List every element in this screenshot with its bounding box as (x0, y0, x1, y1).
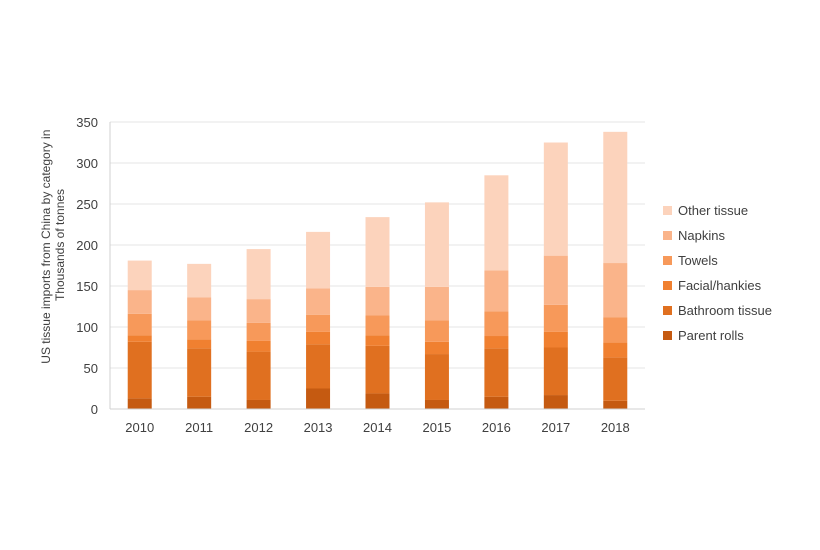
bar-segment (187, 348, 212, 397)
y-tick-label: 0 (91, 402, 98, 417)
bar-segment (424, 354, 449, 400)
legend-swatch (663, 331, 672, 340)
x-tick-label: 2016 (482, 420, 511, 435)
legend-swatch (663, 231, 672, 240)
bar-segment (424, 320, 449, 342)
bar-segment (127, 260, 152, 291)
bar-segment (306, 331, 331, 345)
bar-segment (187, 297, 212, 321)
bar-segment (246, 351, 271, 400)
legend-swatch (663, 206, 672, 215)
y-tick-label: 350 (76, 115, 98, 130)
y-tick-label: 200 (76, 238, 98, 253)
bar-segment (246, 399, 271, 409)
y-tick-label: 150 (76, 279, 98, 294)
bar-segment (603, 357, 628, 401)
bar-segment (543, 347, 568, 396)
bar-segment (424, 399, 449, 409)
bar-segment (543, 395, 568, 409)
bar-segment (603, 342, 628, 358)
bar-segment (543, 331, 568, 348)
y-axis-label-line-1: US tissue imports from China by category… (39, 130, 53, 364)
bar-segment (484, 348, 509, 397)
bar-segment (365, 345, 390, 394)
bar-segment (127, 341, 152, 399)
bar-segment (484, 270, 509, 312)
bar-segment (246, 340, 271, 352)
x-tick-label: 2018 (601, 420, 630, 435)
bar-segment (365, 217, 390, 287)
x-tick-label: 2017 (541, 420, 570, 435)
x-tick-label: 2014 (363, 420, 392, 435)
x-tick-label: 2011 (185, 420, 213, 435)
bar-segment (187, 396, 212, 409)
bar-segment (127, 398, 152, 409)
bar-segment (543, 304, 568, 332)
bar-segment (603, 400, 628, 409)
bar-segment (365, 315, 390, 336)
bar-segment (603, 263, 628, 318)
axes (109, 122, 645, 410)
bar-segment (306, 288, 331, 315)
legend-label: Parent rolls (678, 328, 744, 343)
bar-segment (246, 249, 271, 300)
bar-segment (543, 142, 568, 256)
x-tick-label: 2012 (244, 420, 273, 435)
bar-segment (603, 131, 628, 264)
legend-label: Bathroom tissue (678, 303, 772, 318)
y-tick-label: 250 (76, 197, 98, 212)
x-tick-label: 2010 (125, 420, 154, 435)
bar-segment (306, 344, 331, 389)
y-tick-label: 300 (76, 156, 98, 171)
legend-swatch (663, 281, 672, 290)
x-tick-labels: 2010 2011 2012 2013 2014 2015 2016 2017 2018 (125, 420, 629, 435)
bar-segment (306, 388, 331, 409)
y-axis-label-line-2: Thousands of tonnes (53, 189, 67, 301)
bar-segment (187, 320, 212, 340)
bar-segment (424, 202, 449, 287)
legend-label: Facial/hankies (678, 278, 762, 293)
bar-segment (365, 335, 390, 346)
x-tick-label: 2013 (304, 420, 333, 435)
bar-segment (187, 263, 212, 298)
bar-segment (603, 317, 628, 343)
x-tick-label: 2015 (422, 420, 451, 435)
y-tick-labels: 0 50 100 150 200 250 300 350 (76, 115, 98, 417)
bar-segment (127, 290, 152, 314)
bar-segment (543, 255, 568, 305)
bar-segment (484, 175, 509, 271)
bars (127, 131, 628, 409)
bar-segment (365, 286, 390, 316)
bar-segment (246, 299, 271, 323)
y-tick-label: 100 (76, 320, 98, 335)
y-axis-label: US tissue imports from China by category… (39, 126, 67, 363)
y-tick-label: 50 (84, 361, 98, 376)
legend-label: Napkins (678, 228, 725, 243)
legend-label: Towels (678, 253, 718, 268)
legend-swatch (663, 256, 672, 265)
bar-segment (484, 336, 509, 349)
bar-segment (127, 313, 152, 336)
bar-segment (424, 341, 449, 355)
bar-segment (306, 231, 331, 289)
bar-segment (127, 335, 152, 342)
bar-segment (484, 396, 509, 409)
legend-label: Other tissue (678, 203, 748, 218)
legend: Other tissue Napkins Towels Facial/hankies B… (663, 203, 772, 343)
bar-segment (484, 311, 509, 337)
legend-swatch (663, 306, 672, 315)
bar-segment (246, 322, 271, 341)
bar-segment (424, 286, 449, 321)
bar-segment (365, 393, 390, 409)
bar-segment (306, 314, 331, 332)
bar-segment (187, 339, 212, 349)
